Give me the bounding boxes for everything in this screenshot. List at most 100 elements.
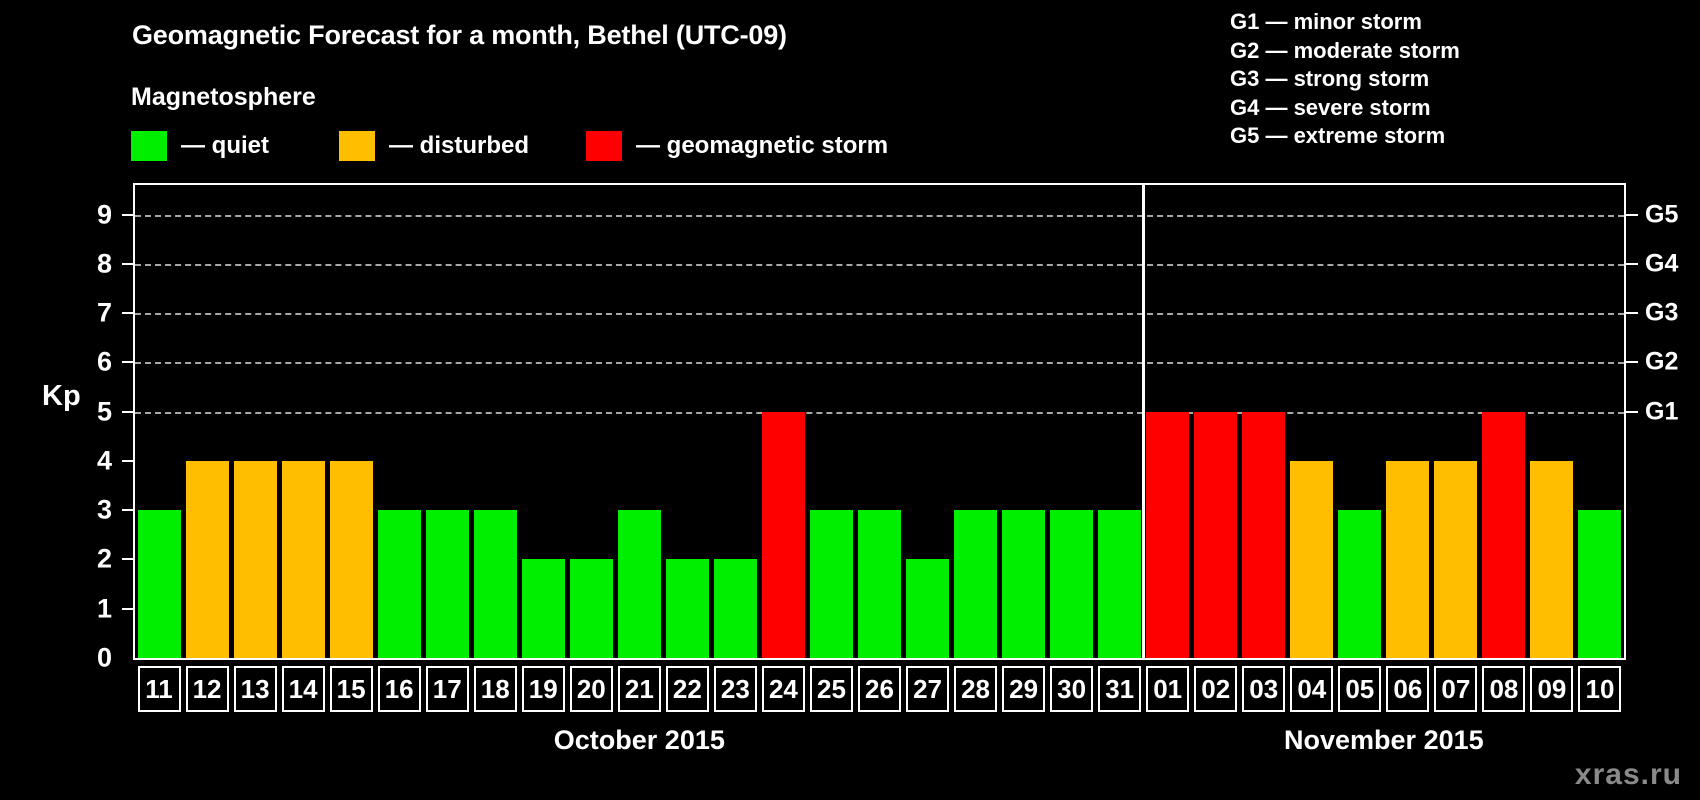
day-label-01: 01 xyxy=(1146,666,1190,712)
day-label-04: 04 xyxy=(1290,666,1334,712)
bar-07 xyxy=(1434,460,1478,658)
magnetosphere-legend: — quiet — disturbed — geomagnetic storm xyxy=(131,130,1031,162)
g-tick-mark-G2 xyxy=(1626,361,1638,364)
kp-tick-mark-8 xyxy=(122,262,133,265)
plot-area xyxy=(133,183,1626,660)
bar-08 xyxy=(1482,411,1526,658)
storm-swatch xyxy=(586,131,622,161)
kp-tick-mark-6 xyxy=(122,361,133,364)
bar-19 xyxy=(521,559,565,658)
page-title: Geomagnetic Forecast for a month, Bethel… xyxy=(132,20,787,50)
legend-item-label: — geomagnetic storm xyxy=(636,132,889,159)
bar-22 xyxy=(665,559,709,658)
legend-item-label: — quiet xyxy=(181,132,269,159)
day-label-31: 31 xyxy=(1098,666,1142,712)
legend-item-2: — geomagnetic storm xyxy=(586,131,888,161)
bar-21 xyxy=(617,510,661,658)
day-label-11: 11 xyxy=(137,666,181,712)
kp-tick-mark-2 xyxy=(122,558,133,561)
disturbed-swatch xyxy=(339,131,375,161)
bar-13 xyxy=(233,460,277,658)
plot-inner xyxy=(135,185,1624,658)
day-label-07: 07 xyxy=(1434,666,1478,712)
legend-item-label: — disturbed xyxy=(389,132,530,159)
g-tick-mark-G1 xyxy=(1626,410,1638,413)
bar-14 xyxy=(281,460,325,658)
g-scale-line-5: G5 — extreme storm xyxy=(1230,123,1446,148)
bar-31 xyxy=(1098,510,1142,658)
g-tick-mark-G5 xyxy=(1626,213,1638,216)
day-label-05: 05 xyxy=(1338,666,1382,712)
month-caption-0: October 2015 xyxy=(553,725,725,755)
bar-01 xyxy=(1146,411,1190,658)
bar-11 xyxy=(137,510,181,658)
bar-20 xyxy=(569,559,613,658)
gridline-kp-9 xyxy=(135,214,1624,217)
g-tick-label-G2: G2 xyxy=(1645,347,1679,376)
kp-tick-label-9: 9 xyxy=(96,199,112,230)
quiet-swatch xyxy=(131,131,167,161)
day-label-08: 08 xyxy=(1482,666,1526,712)
kp-tick-label-7: 7 xyxy=(96,297,112,328)
bar-12 xyxy=(185,460,229,658)
day-label-21: 21 xyxy=(617,666,661,712)
kp-tick-label-5: 5 xyxy=(96,396,112,427)
kp-tick-mark-5 xyxy=(122,410,133,413)
bar-06 xyxy=(1386,460,1430,658)
kp-tick-label-0: 0 xyxy=(96,642,112,673)
day-label-09: 09 xyxy=(1530,666,1574,712)
g-scale-line-2: G2 — moderate storm xyxy=(1230,37,1460,63)
month-divider xyxy=(1142,185,1146,658)
day-label-19: 19 xyxy=(521,666,565,712)
g-tick-label-G4: G4 xyxy=(1645,249,1679,278)
bar-09 xyxy=(1530,460,1574,658)
bar-05 xyxy=(1338,510,1382,658)
kp-tick-label-3: 3 xyxy=(96,494,112,525)
day-label-27: 27 xyxy=(906,666,950,712)
watermark: xras.ru xyxy=(1574,758,1682,791)
g-tick-label-G1: G1 xyxy=(1645,397,1679,426)
day-label-03: 03 xyxy=(1242,666,1286,712)
kp-tick-label-4: 4 xyxy=(96,445,112,476)
kp-tick-label-6: 6 xyxy=(96,346,112,377)
g-tick-mark-G4 xyxy=(1626,262,1638,265)
bar-03 xyxy=(1242,411,1286,658)
bar-23 xyxy=(713,559,757,658)
g-scale-legend: G1 — minor storm G2 — moderate storm G3 — … xyxy=(1230,8,1460,151)
day-label-02: 02 xyxy=(1194,666,1238,712)
day-label-12: 12 xyxy=(185,666,229,712)
bar-10 xyxy=(1578,510,1622,658)
kp-tick-label-2: 2 xyxy=(96,543,112,574)
kp-tick-mark-9 xyxy=(122,213,133,216)
bar-02 xyxy=(1194,411,1238,658)
day-label-13: 13 xyxy=(233,666,277,712)
day-label-15: 15 xyxy=(329,666,373,712)
gridline-kp-6 xyxy=(135,362,1624,365)
g-scale-line-1: G1 — minor storm xyxy=(1230,9,1422,34)
day-label-29: 29 xyxy=(1002,666,1046,712)
kp-tick-mark-7 xyxy=(122,312,133,315)
day-axis: 11 12 13 14 15 16 17 18 19 20 21 22 23 24 25 26 27 28 29 30… xyxy=(133,666,1626,712)
gridline-kp-7 xyxy=(135,313,1624,316)
bar-16 xyxy=(377,510,421,658)
day-label-18: 18 xyxy=(473,666,517,712)
g-tick-mark-G3 xyxy=(1626,312,1638,315)
bar-series xyxy=(135,185,1624,658)
kp-tick-mark-4 xyxy=(122,459,133,462)
month-caption-1: November 2015 xyxy=(1284,725,1484,755)
bar-25 xyxy=(809,510,853,658)
day-label-14: 14 xyxy=(281,666,325,712)
bar-30 xyxy=(1050,510,1094,658)
bar-15 xyxy=(329,460,373,658)
g-scale-line-4: G4 — severe storm xyxy=(1230,94,1431,120)
bar-04 xyxy=(1290,460,1334,658)
legend-item-0: — quiet xyxy=(131,131,269,161)
kp-axis-title: Kp xyxy=(42,380,81,412)
magnetosphere-label: Magnetosphere xyxy=(131,83,316,111)
kp-tick-label-8: 8 xyxy=(96,248,112,279)
gridline-kp-8 xyxy=(135,263,1624,266)
bar-18 xyxy=(473,510,517,658)
kp-tick-label-1: 1 xyxy=(96,593,112,624)
day-label-17: 17 xyxy=(425,666,469,712)
